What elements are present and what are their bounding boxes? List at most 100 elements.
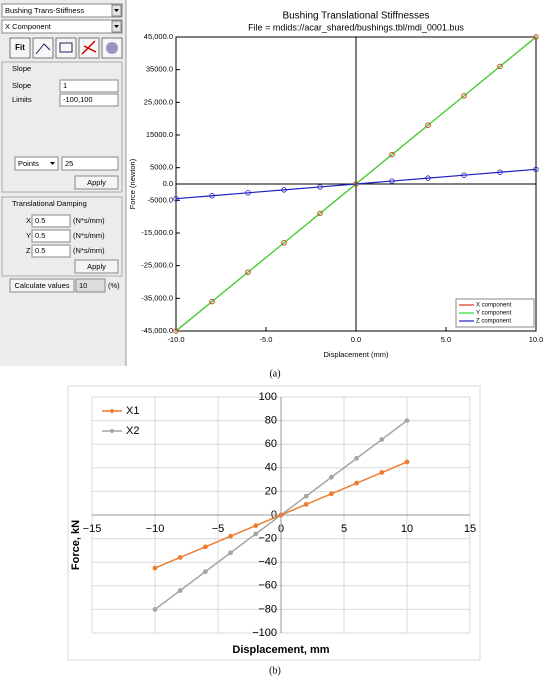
data-point	[281, 187, 287, 193]
button-text: Apply	[87, 262, 106, 271]
x-tick-label: -10.0	[167, 335, 184, 344]
field-label: Limits	[12, 95, 32, 104]
y-tick-label: 45,000.0	[144, 32, 173, 41]
points-select[interactable]	[14, 156, 59, 171]
component-type-select[interactable]	[1, 3, 123, 18]
damping-input[interactable]	[31, 244, 71, 258]
data-point	[404, 418, 410, 424]
data-point	[245, 269, 251, 275]
fit-button[interactable]	[9, 37, 31, 59]
data-point	[328, 474, 334, 480]
data-point	[425, 122, 431, 128]
data-point	[328, 491, 334, 497]
legend-marker	[110, 409, 114, 413]
damping-input[interactable]	[31, 214, 71, 228]
data-point	[379, 470, 385, 475]
x-tick-label: 10.0	[529, 335, 544, 344]
chart-title: Bushing Translational Stiffnesses	[282, 11, 429, 22]
x-tick-label: −15	[83, 523, 102, 535]
calculate-button[interactable]	[9, 278, 75, 293]
data-point	[177, 588, 183, 593]
data-point	[379, 437, 385, 442]
y-tick-label: -45,000.0	[141, 326, 173, 335]
data-point	[354, 480, 360, 486]
input-text: 0.5	[35, 246, 45, 255]
series-line	[175, 168, 537, 200]
data-point	[303, 493, 309, 499]
y-tick-label: -25,000.0	[141, 261, 173, 270]
legend-label: Y component	[476, 311, 512, 317]
x-tick-label: 5	[341, 523, 347, 535]
data-point	[152, 565, 158, 571]
icon	[106, 42, 118, 54]
chart-subtitle: File = mdids://acar_shared/bushings.tbl/…	[248, 22, 464, 32]
data-point	[497, 63, 503, 70]
data-point	[202, 569, 208, 575]
data-point	[461, 172, 467, 178]
x-tick-label: 0.0	[351, 335, 361, 344]
apply-button[interactable]	[74, 259, 119, 274]
x-axis-label: Displacement, mm	[232, 644, 329, 656]
x-tick-label: 5.0	[441, 335, 451, 344]
input-text: 0.5	[35, 216, 45, 225]
y-tick-label: 80	[265, 415, 277, 427]
select-text: Points	[18, 159, 39, 168]
y-tick-label: 25,000.0	[144, 97, 173, 106]
y-tick-label: 100	[259, 391, 277, 403]
y-axis-label: Force (newton)	[128, 158, 137, 209]
icon	[35, 43, 51, 55]
fit-text: Fit	[15, 43, 25, 52]
limits-input[interactable]	[59, 93, 119, 107]
points-input[interactable]	[61, 156, 119, 171]
caption: (a)	[269, 368, 280, 379]
damping-group	[1, 196, 123, 277]
component-axis-select[interactable]	[1, 19, 123, 34]
data-point	[533, 166, 539, 172]
data-point	[404, 459, 410, 465]
button-text: Apply	[87, 178, 106, 187]
y-tick-label: −100	[252, 627, 277, 639]
y-tick-label: -15,000.0	[141, 228, 173, 237]
field-label: Y	[26, 231, 31, 240]
view-button[interactable]	[55, 37, 77, 59]
data-point	[389, 151, 395, 158]
input-text: 10	[79, 281, 87, 290]
data-point	[278, 512, 284, 518]
unit-text: (N*s/mm)	[73, 216, 105, 225]
damping-input[interactable]	[31, 229, 71, 243]
x-tick-label: −5	[212, 523, 225, 535]
legend-label: X2	[126, 425, 139, 437]
data-point	[281, 240, 287, 246]
select-text: X Component	[5, 22, 52, 31]
legend-label: Z component	[476, 319, 511, 325]
caption: (b)	[269, 665, 281, 676]
data-point	[353, 181, 359, 187]
y-tick-label: -5000.0	[148, 195, 173, 204]
data-point	[497, 169, 503, 175]
input-text: -100,100	[63, 95, 93, 104]
y-tick-label: 15000.0	[146, 130, 173, 139]
data-point	[245, 190, 251, 196]
unit-text: (N*s/mm)	[73, 246, 105, 255]
select-text: Bushing Trans-Stiffness	[5, 6, 84, 15]
x-tick-label: −10	[146, 523, 165, 535]
icon	[81, 40, 97, 55]
data-point	[317, 210, 323, 217]
x-tick-label: -5.0	[260, 335, 273, 344]
y-tick-label: 20	[265, 485, 277, 497]
arrow-icon	[114, 25, 119, 28]
data-point	[173, 328, 179, 334]
button-text: Calculate values	[14, 281, 69, 290]
data-point	[202, 544, 208, 550]
input-text: 0.5	[35, 231, 45, 240]
slope-input[interactable]	[59, 79, 119, 93]
apply-button[interactable]	[74, 175, 119, 190]
y-axis-label: Force, kN	[70, 520, 82, 570]
y-tick-label: 40	[265, 462, 277, 474]
field-label: Z	[26, 246, 31, 255]
calculate-input[interactable]	[75, 278, 106, 293]
zoom-button[interactable]	[32, 37, 54, 59]
y-tick-label: -35,000.0	[141, 293, 173, 302]
y-tick-label: 35000.0	[146, 65, 173, 74]
